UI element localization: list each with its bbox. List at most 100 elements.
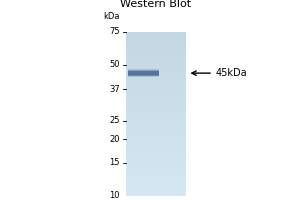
Bar bbox=[126, 183, 186, 184]
Bar bbox=[126, 50, 186, 52]
Bar bbox=[126, 36, 186, 38]
Bar bbox=[126, 42, 186, 43]
Bar bbox=[126, 190, 186, 192]
Bar bbox=[126, 156, 186, 158]
Bar bbox=[126, 38, 186, 40]
Bar bbox=[126, 147, 186, 149]
Bar bbox=[126, 25, 186, 27]
Bar bbox=[126, 72, 186, 74]
Text: 15: 15 bbox=[110, 158, 120, 167]
Bar bbox=[126, 165, 186, 167]
Bar bbox=[126, 161, 186, 163]
Bar bbox=[126, 158, 186, 159]
Bar bbox=[126, 108, 186, 109]
Bar bbox=[128, 71, 159, 76]
Bar bbox=[126, 31, 186, 33]
Bar bbox=[128, 70, 159, 76]
Bar bbox=[126, 176, 186, 177]
Bar bbox=[126, 84, 186, 86]
Bar bbox=[126, 75, 186, 77]
Bar bbox=[126, 143, 186, 145]
Bar bbox=[126, 134, 186, 136]
Bar bbox=[126, 145, 186, 147]
Bar bbox=[126, 65, 186, 67]
Bar bbox=[126, 124, 186, 126]
Bar bbox=[126, 154, 186, 156]
Bar bbox=[126, 129, 186, 131]
Bar bbox=[126, 67, 186, 68]
Bar bbox=[126, 118, 186, 120]
Bar bbox=[126, 20, 186, 22]
Bar bbox=[126, 138, 186, 140]
Bar bbox=[126, 95, 186, 97]
Bar bbox=[126, 126, 186, 127]
Bar bbox=[126, 174, 186, 176]
Bar bbox=[126, 149, 186, 151]
Bar bbox=[126, 195, 186, 197]
Bar bbox=[126, 186, 186, 188]
Bar bbox=[126, 88, 186, 90]
Bar bbox=[126, 40, 186, 42]
Bar bbox=[126, 68, 186, 70]
Bar bbox=[126, 192, 186, 193]
Bar bbox=[126, 111, 186, 113]
Bar bbox=[126, 56, 186, 58]
Text: 75: 75 bbox=[110, 27, 120, 36]
Bar bbox=[126, 117, 186, 118]
Bar bbox=[126, 34, 186, 36]
Bar bbox=[126, 104, 186, 106]
Bar bbox=[126, 81, 186, 83]
Bar bbox=[126, 100, 186, 102]
Bar bbox=[126, 86, 186, 88]
Bar bbox=[126, 120, 186, 122]
Bar bbox=[126, 179, 186, 181]
Bar bbox=[126, 99, 186, 100]
Bar bbox=[126, 133, 186, 134]
Bar bbox=[126, 113, 186, 115]
Bar bbox=[126, 181, 186, 183]
Bar bbox=[126, 140, 186, 142]
Bar bbox=[126, 52, 186, 54]
Bar bbox=[126, 83, 186, 84]
Bar bbox=[126, 151, 186, 152]
Bar bbox=[126, 172, 186, 174]
Bar bbox=[126, 47, 186, 49]
Text: Western Blot: Western Blot bbox=[120, 0, 192, 9]
Bar bbox=[126, 193, 186, 195]
Bar bbox=[126, 63, 186, 65]
Bar bbox=[126, 74, 186, 75]
Text: 37: 37 bbox=[109, 85, 120, 94]
Bar bbox=[126, 127, 186, 129]
Bar bbox=[126, 92, 186, 93]
Bar bbox=[126, 79, 186, 81]
Bar bbox=[126, 54, 186, 56]
Text: 10: 10 bbox=[110, 191, 120, 200]
Bar bbox=[126, 163, 186, 165]
Bar bbox=[126, 102, 186, 104]
Bar bbox=[126, 33, 186, 34]
Bar bbox=[128, 69, 159, 77]
Text: kDa: kDa bbox=[103, 12, 120, 21]
Bar bbox=[126, 167, 186, 168]
Bar bbox=[126, 168, 186, 170]
Bar bbox=[126, 170, 186, 172]
Text: 50: 50 bbox=[110, 60, 120, 69]
Text: 20: 20 bbox=[110, 135, 120, 144]
Bar bbox=[126, 70, 186, 72]
Bar bbox=[126, 131, 186, 133]
Text: 45kDa: 45kDa bbox=[216, 68, 248, 78]
Bar bbox=[126, 142, 186, 143]
Bar bbox=[126, 109, 186, 111]
Bar bbox=[126, 177, 186, 179]
Bar bbox=[126, 22, 186, 24]
Bar bbox=[126, 115, 186, 117]
Bar bbox=[126, 43, 186, 45]
Bar bbox=[126, 152, 186, 154]
Bar bbox=[128, 71, 159, 75]
Bar bbox=[126, 45, 186, 47]
Bar bbox=[126, 106, 186, 108]
Bar bbox=[126, 184, 186, 186]
Bar bbox=[126, 49, 186, 50]
Text: 25: 25 bbox=[110, 116, 120, 125]
Bar bbox=[126, 197, 186, 199]
